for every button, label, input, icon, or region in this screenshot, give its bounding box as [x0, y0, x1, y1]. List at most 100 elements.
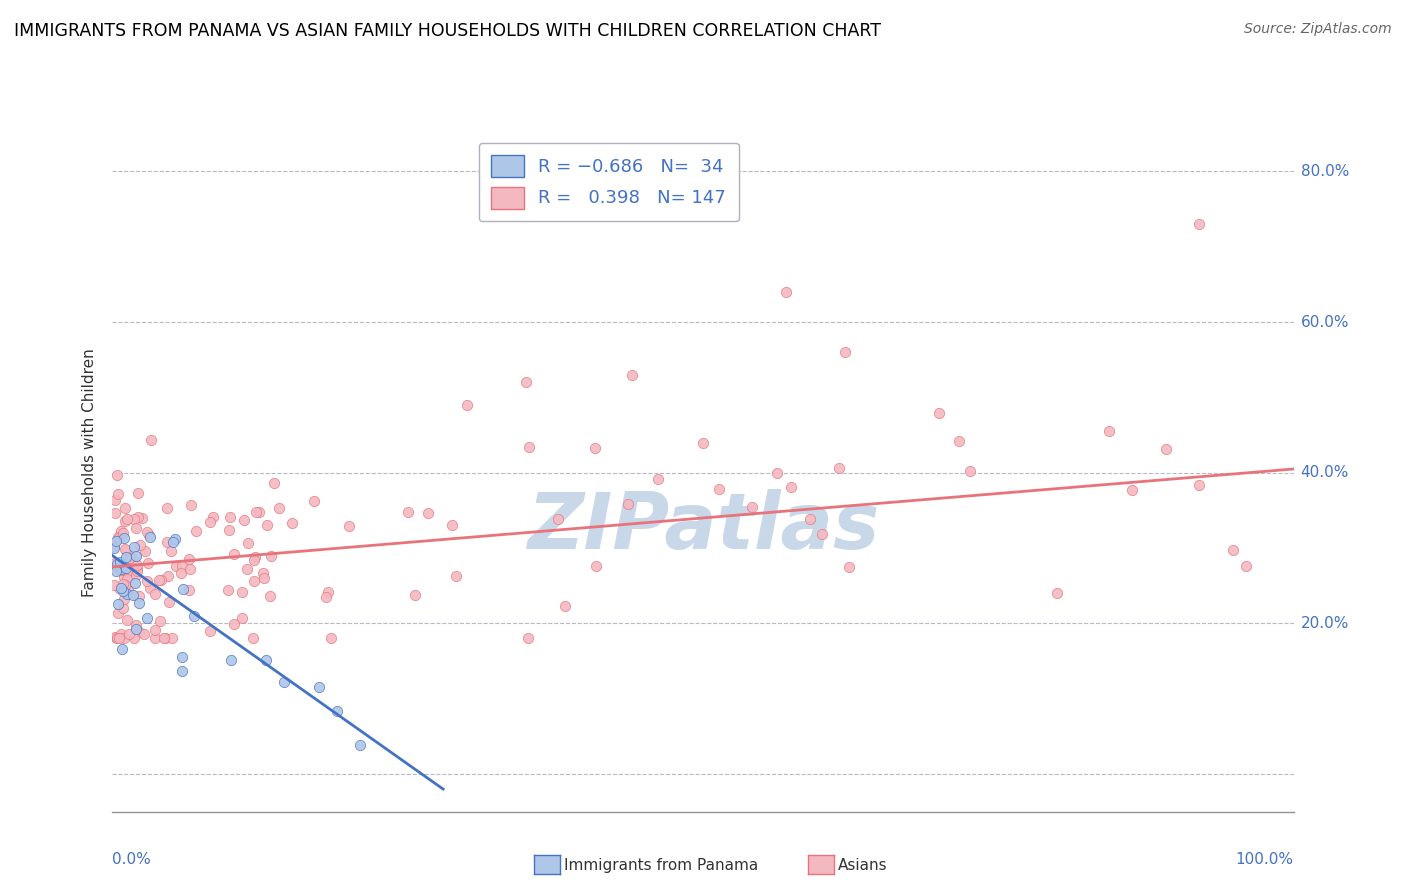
- Point: [396, 505, 419, 519]
- Point: [1222, 542, 1244, 557]
- Point: [104, 534, 127, 549]
- Point: [617, 497, 640, 511]
- Point: [112, 570, 135, 584]
- Point: [136, 574, 159, 588]
- Point: [948, 434, 970, 449]
- Point: [110, 626, 132, 640]
- Point: [253, 571, 276, 585]
- Point: [231, 611, 253, 625]
- Point: [201, 510, 224, 524]
- Point: [775, 285, 797, 299]
- Point: [117, 511, 139, 525]
- Point: [107, 597, 129, 611]
- Point: [1188, 217, 1211, 231]
- Point: [172, 582, 194, 596]
- Point: [243, 553, 266, 567]
- Text: ZIPatlas: ZIPatlas: [527, 489, 879, 565]
- Text: IMMIGRANTS FROM PANAMA VS ASIAN FAMILY HOUSEHOLDS WITH CHILDREN CORRELATION CHAR: IMMIGRANTS FROM PANAMA VS ASIAN FAMILY H…: [14, 22, 882, 40]
- Point: [515, 376, 537, 390]
- Point: [104, 492, 127, 507]
- Point: [120, 551, 142, 566]
- Point: [122, 511, 145, 525]
- Point: [621, 368, 644, 382]
- Point: [108, 582, 131, 596]
- Text: 20.0%: 20.0%: [1301, 615, 1348, 631]
- Point: [254, 653, 277, 667]
- Point: [117, 582, 139, 597]
- Point: [122, 554, 145, 568]
- Legend: R = −0.686   N=  34, R =   0.398   N= 147: R = −0.686 N= 34, R = 0.398 N= 147: [478, 143, 738, 221]
- Point: [554, 599, 576, 614]
- Point: [127, 558, 149, 572]
- Point: [444, 568, 467, 582]
- Point: [263, 476, 285, 491]
- Point: [585, 558, 607, 573]
- Point: [349, 738, 371, 752]
- Point: [138, 528, 160, 542]
- Point: [1121, 483, 1143, 497]
- Point: [115, 613, 138, 627]
- Point: [156, 569, 179, 583]
- Point: [404, 588, 426, 602]
- Point: [243, 549, 266, 564]
- Point: [150, 573, 173, 587]
- Point: [179, 562, 201, 576]
- Point: [103, 560, 125, 574]
- Point: [242, 632, 264, 646]
- Point: [165, 558, 187, 573]
- Point: [139, 581, 162, 595]
- Point: [125, 622, 148, 636]
- Point: [157, 595, 180, 609]
- Point: [136, 556, 159, 570]
- Point: [260, 549, 283, 563]
- Point: [928, 405, 950, 419]
- Point: [118, 626, 141, 640]
- Point: [107, 530, 129, 544]
- Point: [219, 509, 242, 524]
- Point: [222, 616, 245, 631]
- Point: [122, 588, 145, 602]
- Point: [269, 500, 291, 515]
- Point: [143, 623, 166, 637]
- Point: [134, 627, 156, 641]
- Point: [110, 581, 132, 595]
- Point: [177, 552, 200, 566]
- Point: [838, 560, 860, 574]
- Point: [337, 519, 360, 533]
- Point: [103, 577, 125, 591]
- Point: [741, 500, 763, 514]
- Point: [105, 632, 128, 646]
- Point: [112, 592, 135, 607]
- Point: [114, 500, 136, 515]
- Point: [172, 650, 194, 665]
- Point: [517, 440, 540, 454]
- Point: [143, 587, 166, 601]
- Point: [149, 614, 172, 628]
- Point: [128, 589, 150, 603]
- Point: [1046, 586, 1069, 600]
- Point: [152, 632, 174, 646]
- Point: [273, 674, 295, 689]
- Point: [172, 558, 194, 573]
- Point: [114, 578, 136, 592]
- Point: [111, 577, 134, 591]
- Point: [125, 560, 148, 574]
- Point: [302, 493, 325, 508]
- Point: [441, 518, 464, 533]
- Point: [156, 535, 179, 549]
- Point: [160, 632, 183, 646]
- Point: [200, 515, 222, 529]
- Point: [315, 590, 337, 604]
- Point: [232, 512, 254, 526]
- Point: [583, 441, 606, 455]
- Point: [112, 531, 135, 545]
- Point: [259, 589, 281, 603]
- Point: [128, 624, 150, 639]
- Text: 40.0%: 40.0%: [1301, 466, 1348, 480]
- Point: [281, 516, 304, 530]
- Point: [108, 555, 131, 569]
- Point: [148, 573, 170, 587]
- Point: [104, 506, 127, 520]
- Point: [231, 585, 253, 599]
- Point: [114, 514, 136, 528]
